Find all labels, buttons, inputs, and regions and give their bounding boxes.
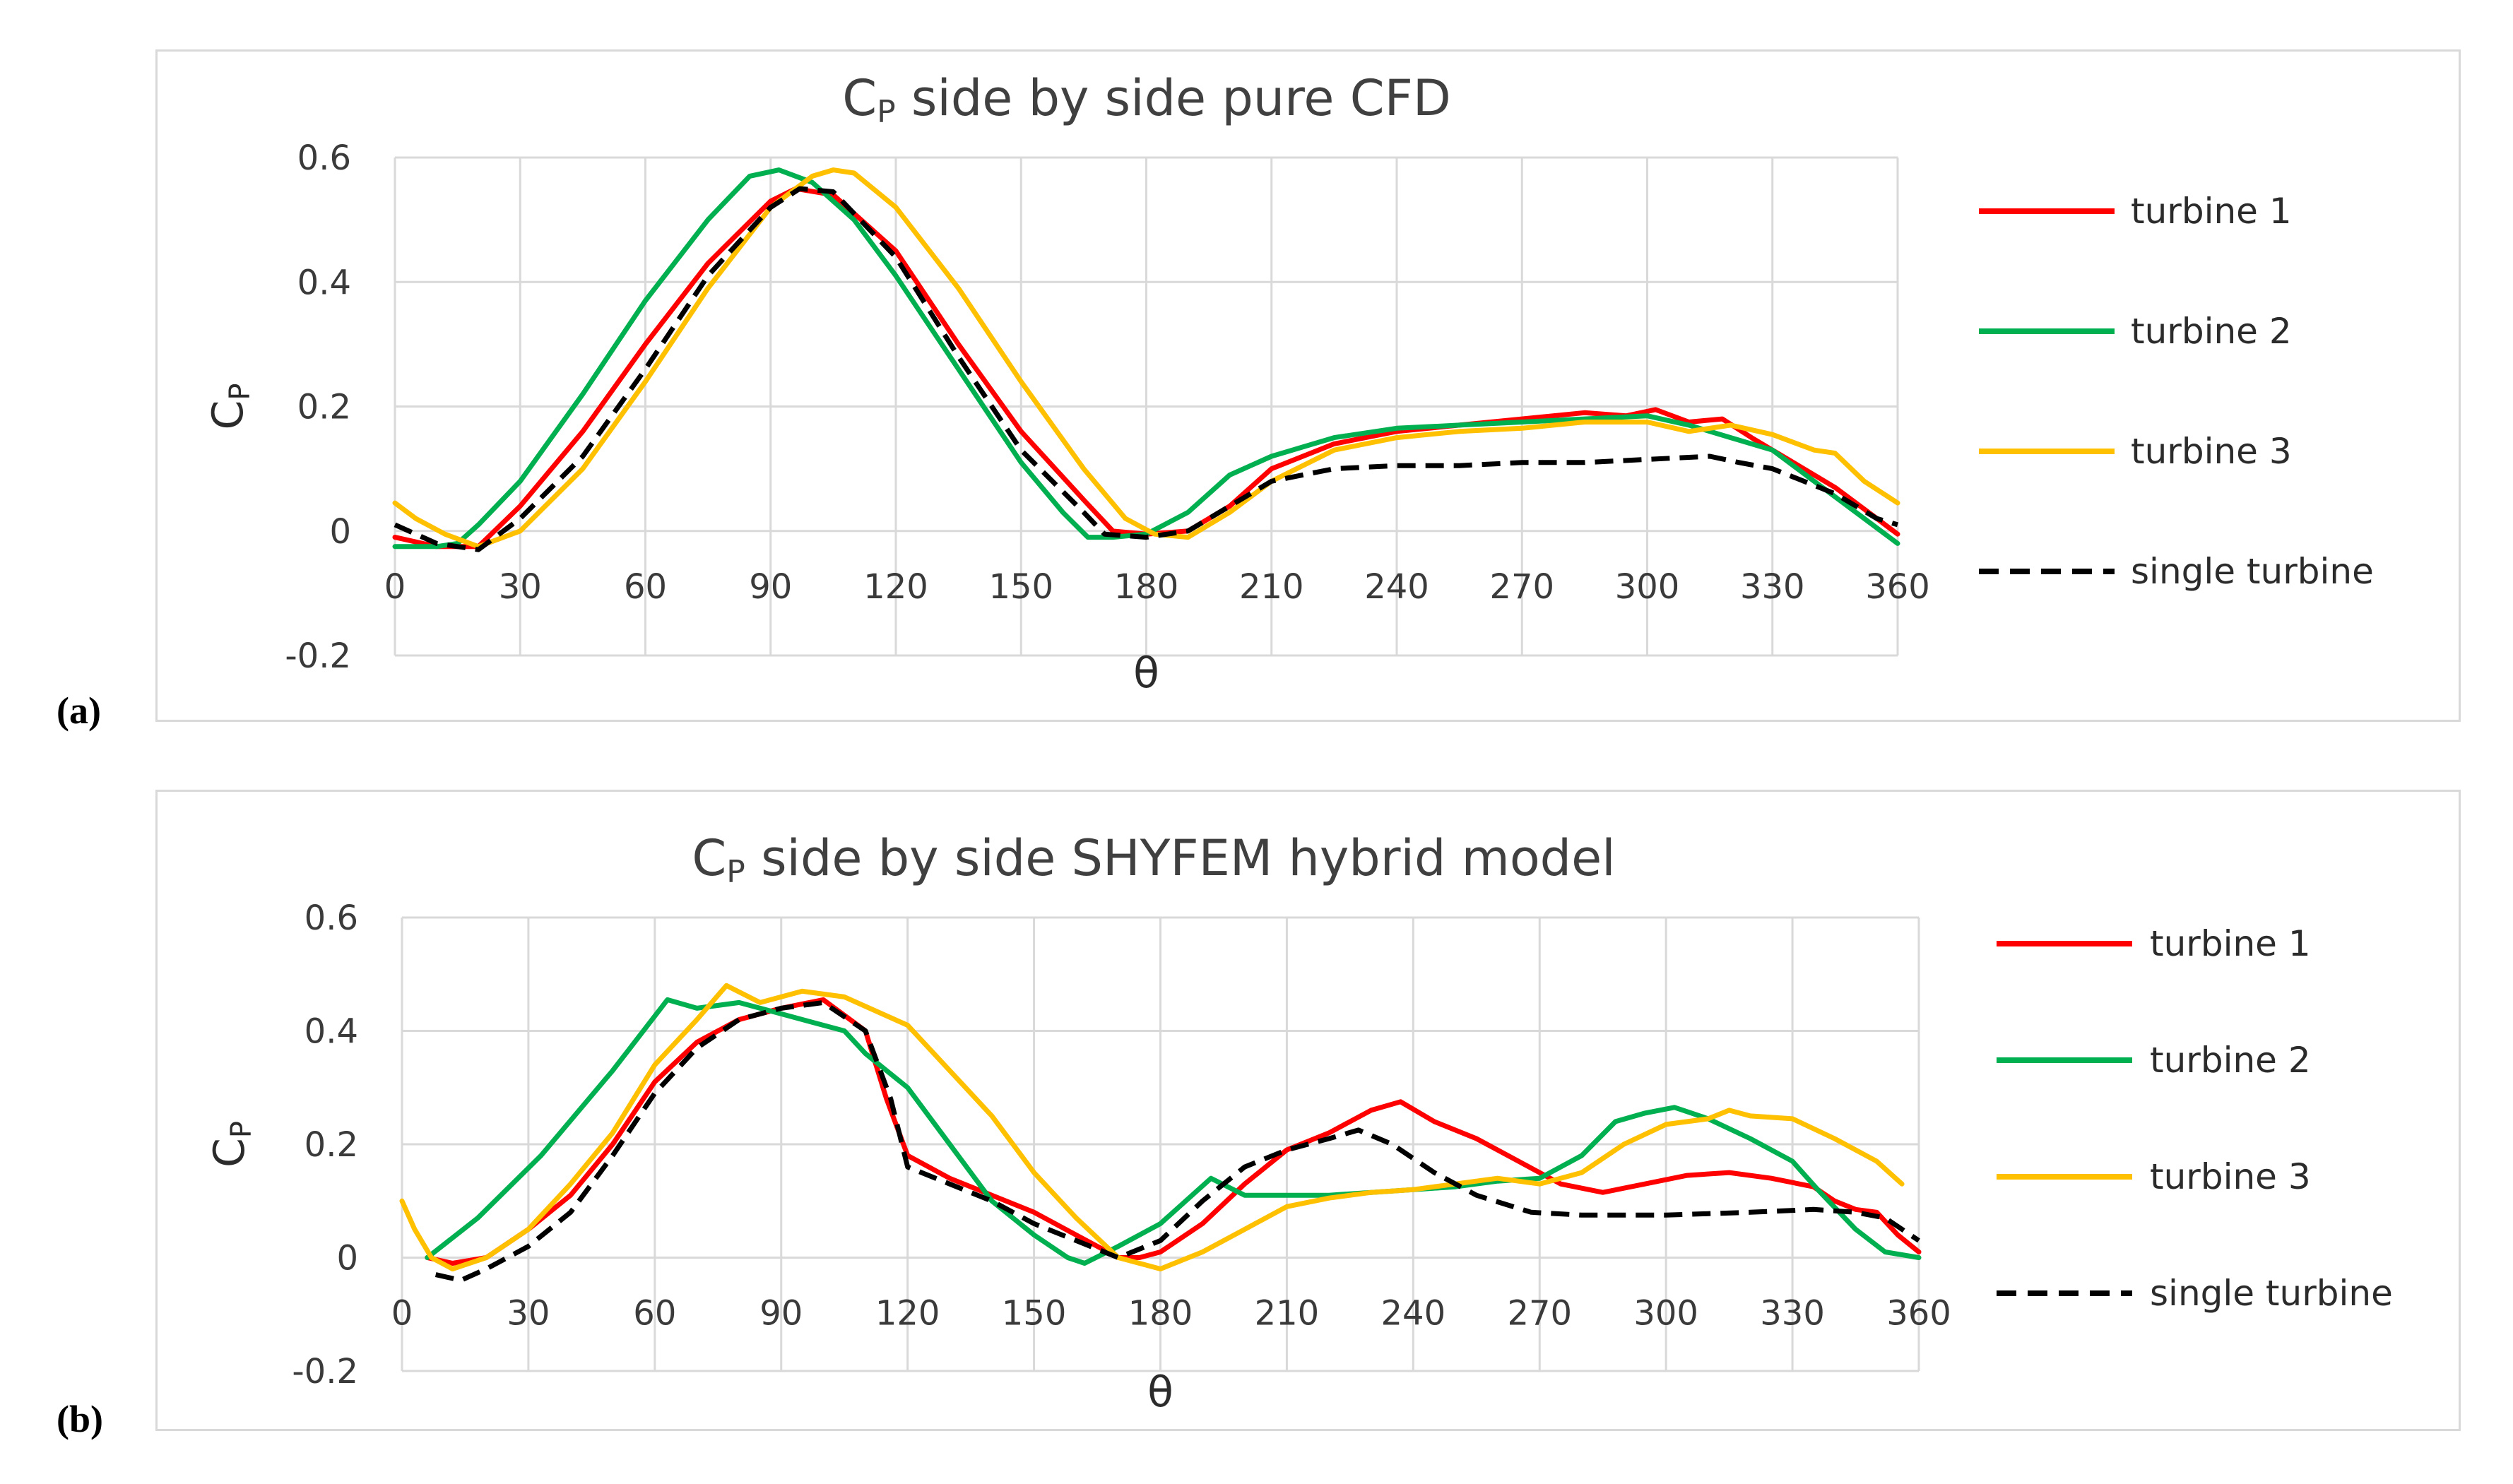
chart-a-series-turbine-2	[392, 167, 1900, 550]
chart-b-ytick-label: 0.4	[304, 1012, 358, 1052]
chart-b-xtick-label: 240	[1381, 1294, 1446, 1334]
chart-b-legend-label: turbine 3	[2150, 1156, 2311, 1197]
chart-a-series-turbine-3	[392, 167, 1900, 550]
chart-b-xtick-label: 60	[633, 1294, 676, 1334]
chart-a-legend-label: turbine 3	[2131, 431, 2292, 472]
chart-b-ytick-label: 0.6	[304, 898, 358, 938]
chart-b-xtick-label: 120	[875, 1294, 940, 1334]
chart-b-xlabel: θ	[1147, 1367, 1173, 1417]
chart-b-legend-label: turbine 2	[2150, 1040, 2311, 1081]
chart-a-xtick-label: 0	[384, 567, 406, 607]
panel-label-b: (b)	[57, 1398, 103, 1440]
chart-a-series-single-turbine	[394, 186, 1899, 552]
chart-b-xtick-label: 180	[1128, 1294, 1193, 1334]
chart-b-series-turbine-2	[425, 997, 1922, 1266]
chart-b-ytick-label: -0.2	[292, 1352, 358, 1391]
chart-a-xtick-label: 90	[749, 567, 792, 607]
chart-a-legend-label: single turbine	[2131, 551, 2374, 592]
chart-a-ytick-label: 0.6	[297, 138, 351, 178]
chart-a-xtick-label: 120	[863, 567, 928, 607]
chart-b-xtick-label: 0	[391, 1294, 413, 1334]
chart-a-xtick-label: 30	[499, 567, 542, 607]
chart-a-ytick-label: 0	[329, 512, 351, 552]
chart-a-ytick-label: 0.4	[297, 263, 351, 302]
chart-a-xtick-label: 300	[1615, 567, 1680, 607]
chart-b-series-single-turbine	[434, 999, 1920, 1283]
chart-b-xtick-label: 30	[507, 1294, 550, 1334]
chart-b-xtick-label: 150	[1002, 1294, 1067, 1334]
chart-a-legend-label: turbine 2	[2131, 311, 2292, 352]
chart-b-series-turbine-3	[399, 983, 1905, 1271]
chart-panel-b: CP side by side SHYFEM hybrid model 0 30 60…	[155, 790, 2461, 1431]
chart-a-xtick-label: 240	[1364, 567, 1429, 607]
chart-a-xtick-label: 270	[1489, 567, 1554, 607]
chart-a-xlabel: θ	[1133, 648, 1159, 698]
chart-a-ylabel: CP	[203, 383, 256, 429]
chart-b-xtick-label: 90	[759, 1294, 803, 1334]
chart-b-ytick-label: 0.2	[304, 1125, 358, 1165]
chart-a-xtick-label: 360	[1865, 567, 1930, 607]
chart-b-xtick-label: 270	[1507, 1294, 1572, 1334]
chart-b-series-turbine-1	[425, 997, 1922, 1266]
chart-b-legend-label: turbine 1	[2150, 923, 2311, 964]
chart-a-xtick-label: 330	[1740, 567, 1805, 607]
chart-a-ytick-label: 0.2	[297, 388, 351, 427]
chart-a-title: CP side by side pure CFD	[842, 69, 1451, 130]
chart-a-canvas: CP side by side pure CFD 0 30 60 90 120 150 180…	[203, 69, 2374, 698]
chart-a-legend-label: turbine 1	[2131, 191, 2292, 232]
panel-label-a: (a)	[57, 689, 101, 732]
chart-a-xtick-label: 180	[1114, 567, 1179, 607]
chart-b-ytick-label: 0	[336, 1239, 358, 1278]
chart-b-xtick-label: 210	[1255, 1294, 1320, 1334]
chart-b-ylabel: CP	[205, 1121, 258, 1168]
chart-b-xtick-label: 360	[1886, 1294, 1951, 1334]
chart-b-xtick-label: 300	[1633, 1294, 1698, 1334]
chart-a-xtick-label: 150	[988, 567, 1053, 607]
chart-panel-a: CP side by side pure CFD 0 30 60 90 120 150 180…	[155, 49, 2461, 722]
chart-b-title: CP side by side SHYFEM hybrid model	[692, 829, 1615, 890]
chart-b-canvas: CP side by side SHYFEM hybrid model 0 30 60…	[205, 829, 2393, 1417]
chart-a-xtick-label: 210	[1239, 567, 1304, 607]
chart-b-xtick-label: 330	[1760, 1294, 1825, 1334]
chart-a-xtick-label: 60	[624, 567, 667, 607]
chart-b-legend-label: single turbine	[2150, 1273, 2393, 1314]
chart-a-ytick-label: -0.2	[285, 636, 351, 676]
